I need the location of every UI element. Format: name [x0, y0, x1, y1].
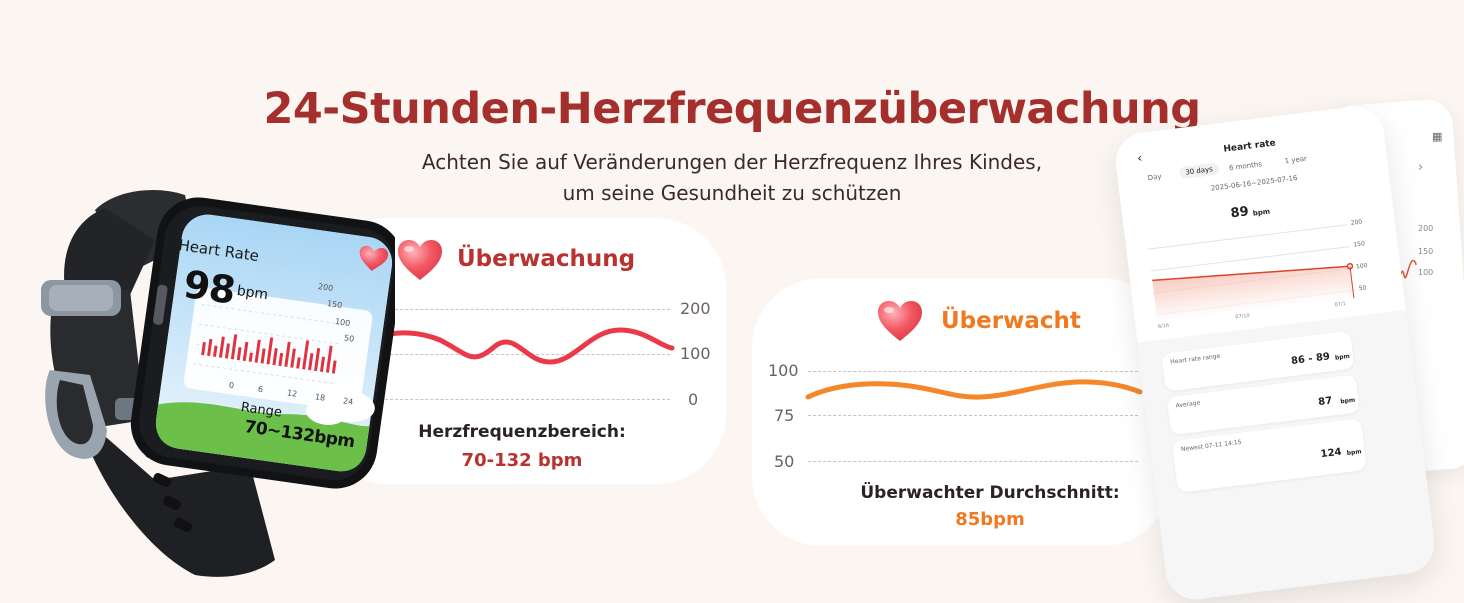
chevron-right-icon[interactable]: ›	[1418, 160, 1424, 175]
stat-value: 124	[1320, 446, 1343, 461]
y-tick: 100	[768, 361, 799, 380]
current-bpm-value: 89	[1229, 204, 1250, 222]
x-tick: 07/10	[1235, 312, 1251, 321]
watch-bpm-value: 98	[180, 262, 238, 313]
stat-value: 87	[1317, 395, 1333, 409]
current-bpm-unit: bpm	[1252, 207, 1271, 218]
stat-label: Newest 07-11 14:15	[1180, 438, 1242, 454]
back-y-tick: 200	[1418, 224, 1434, 233]
calendar-icon[interactable]: ▦	[1432, 130, 1443, 143]
y-tick: 50	[774, 452, 795, 471]
grid-line	[808, 371, 1138, 372]
phone-front-screen: ‹ Heart rate Day 30 days 6 months 1 year…	[1112, 103, 1438, 603]
y-tick: 200	[1350, 218, 1363, 227]
stat-label: Heart rate range	[1169, 352, 1221, 366]
watch-x-tick: 18	[314, 392, 326, 403]
phone-chart	[1152, 262, 1355, 323]
tab-6-months[interactable]: 6 months	[1228, 160, 1263, 173]
tab-30-days[interactable]: 30 days	[1178, 162, 1220, 180]
y-tick: 200	[680, 299, 711, 318]
watch-y-tick: 200	[317, 281, 334, 294]
x-tick: 07/1	[1334, 301, 1347, 309]
heart-icon	[878, 301, 922, 341]
watch-y-tick: 150	[326, 298, 343, 311]
back-y-tick: 100	[1418, 268, 1434, 277]
grid-line	[1148, 224, 1347, 250]
grid-line	[808, 461, 1138, 462]
y-tick: 0	[688, 390, 699, 409]
smartwatch-illustration	[41, 190, 395, 577]
average-caption: Überwachter Durchschnitt:	[860, 483, 1120, 503]
stat-label: Average	[1175, 399, 1201, 410]
average-card	[752, 278, 1172, 546]
watch-x-tick: 12	[286, 388, 298, 399]
page-title: 24-Stunden-Herzfrequenzüberwachung	[263, 84, 1201, 134]
stat-unit: bpm	[1340, 396, 1356, 406]
average-wave-line	[805, 379, 1143, 400]
back-y-tick: 150	[1418, 247, 1434, 256]
watch-y-tick: 100	[334, 316, 351, 329]
card-left-title: Überwachung	[457, 246, 636, 272]
stat-unit: bpm	[1334, 352, 1351, 362]
watch-y-tick: 50	[343, 333, 355, 344]
tab-1-year[interactable]: 1 year	[1284, 154, 1308, 166]
grid-line	[370, 399, 670, 400]
stat-value: 86 - 89	[1290, 351, 1331, 368]
y-tick: 75	[774, 406, 795, 425]
y-tick: 100	[680, 344, 711, 363]
grid-line	[370, 354, 670, 355]
range-value: 70-132 bpm	[461, 450, 583, 471]
range-caption: Herzfrequenzbereich:	[418, 422, 626, 442]
tab-day[interactable]: Day	[1147, 172, 1162, 183]
heart-rate-wave-line	[367, 327, 675, 365]
heart-icon	[398, 240, 442, 280]
watch-x-tick: 24	[342, 396, 354, 407]
stat-unit: bpm	[1346, 448, 1362, 457]
card-right-title: Überwacht	[941, 308, 1081, 334]
grid-line	[370, 309, 670, 310]
grid-line	[808, 415, 1138, 416]
subtitle-line-1: Achten Sie auf Veränderungen der Herzfre…	[421, 150, 1043, 174]
average-value: 85bpm	[955, 509, 1025, 530]
subtitle-line-2: um seine Gesundheit zu schützen	[562, 181, 902, 205]
x-tick: 6/16	[1157, 322, 1170, 331]
